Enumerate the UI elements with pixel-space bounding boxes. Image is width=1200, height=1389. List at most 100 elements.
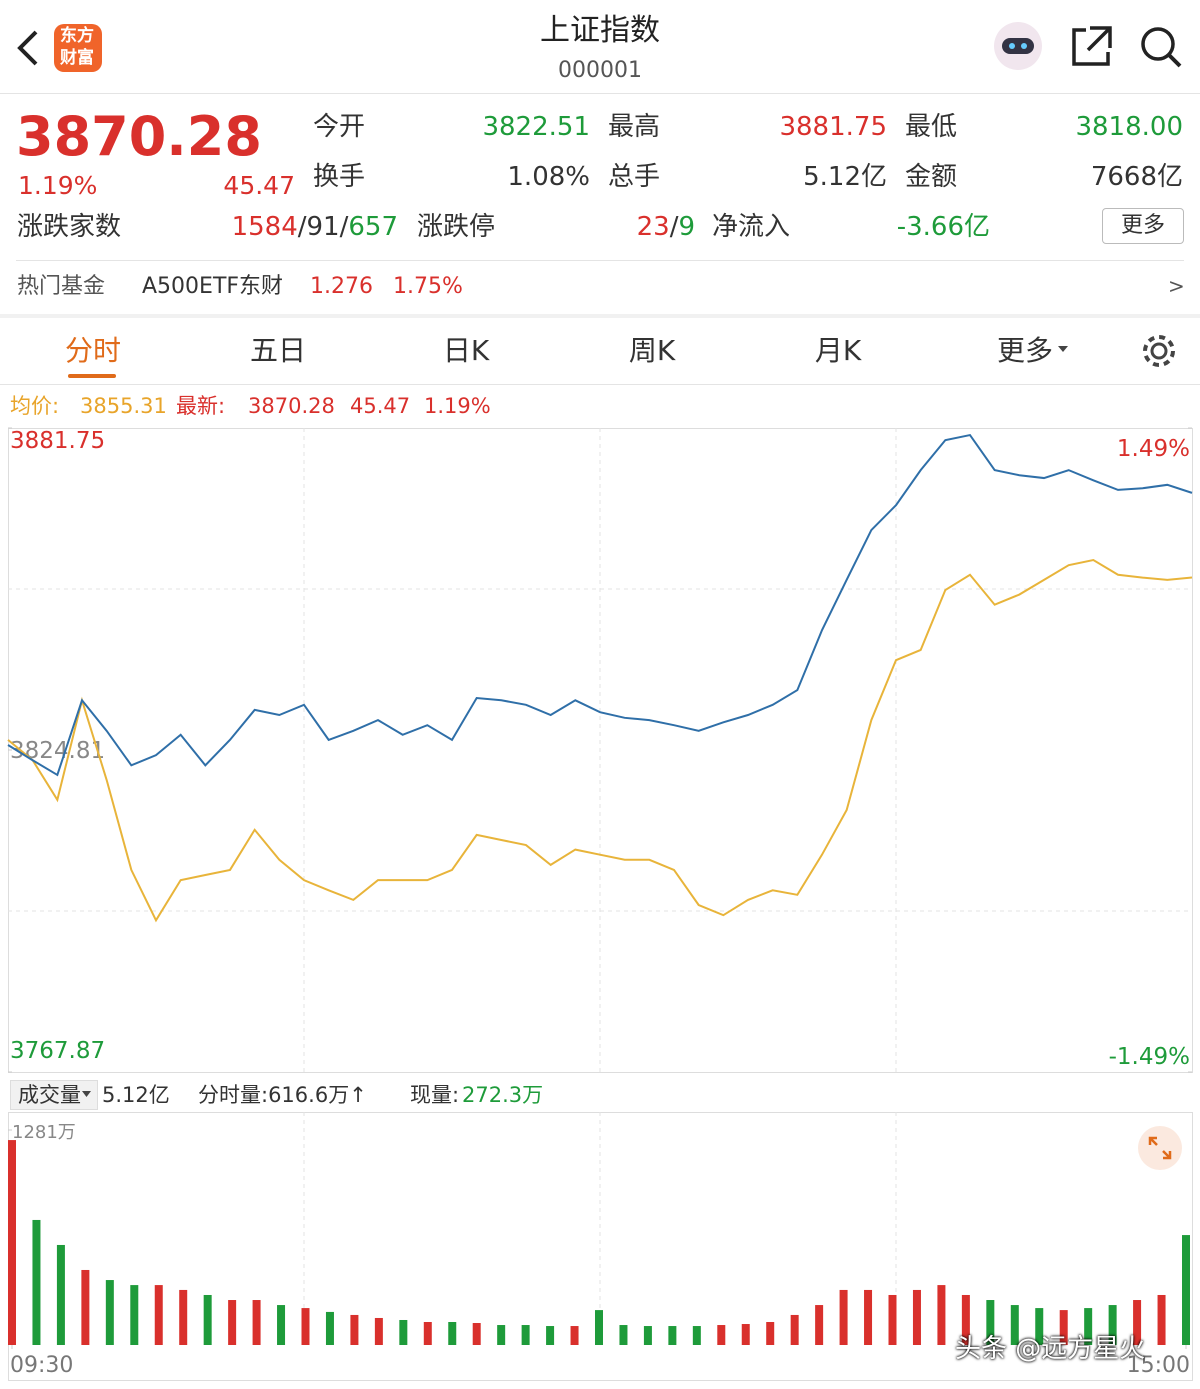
- y-tick-label: 1281万: [12, 1122, 76, 1143]
- divider: [0, 384, 1200, 385]
- divider: [16, 260, 1184, 261]
- last-change: 45.47: [350, 394, 411, 418]
- fund-arrow[interactable]: >: [1168, 274, 1185, 298]
- volume-bar: [472, 1323, 481, 1345]
- stat-value: 3822.51: [482, 112, 590, 142]
- y2-tick-label: -1.49%: [1109, 1044, 1190, 1070]
- logo-text: 东方: [60, 26, 94, 46]
- limit-up: 23: [636, 212, 670, 242]
- stat-label: 金额: [905, 162, 958, 192]
- tab[interactable]: 分时: [64, 334, 121, 367]
- minute-volume: 分时量:616.6万↑: [198, 1085, 367, 1106]
- title: 上证指数: [540, 13, 660, 48]
- sep: /: [339, 212, 349, 242]
- volume-bar: [839, 1289, 848, 1345]
- volume-bar: [301, 1308, 310, 1345]
- current-volume: 272.3万: [462, 1083, 544, 1107]
- stat-label: 最低: [905, 112, 958, 142]
- volume-select[interactable]: [10, 1080, 98, 1110]
- back-button[interactable]: [12, 28, 44, 68]
- volume-bar: [423, 1322, 432, 1345]
- volume-bar: [81, 1269, 90, 1345]
- x-tick-label: 09:30: [10, 1353, 73, 1378]
- settings[interactable]: [1140, 332, 1178, 370]
- volume-bar: [1035, 1308, 1044, 1345]
- last-label: 最新:: [176, 394, 226, 418]
- last-value: 3870.28: [248, 394, 335, 418]
- minute-volume-text: 分时量:616.6万: [198, 1083, 350, 1107]
- limit-down: 9: [678, 212, 695, 242]
- tab[interactable]: 日K: [442, 334, 490, 367]
- volume-bar: [56, 1244, 65, 1345]
- fund-name[interactable]: A500ETF东财: [142, 274, 284, 299]
- volume-bar: [1133, 1300, 1142, 1345]
- volume-bar: [325, 1311, 334, 1345]
- stat-value: 3818.00: [1075, 112, 1183, 142]
- fund-price: 1.276: [310, 274, 373, 299]
- volume-bar: [1010, 1305, 1019, 1345]
- volume-bar: [766, 1322, 775, 1345]
- tab[interactable]: 月K: [814, 334, 862, 367]
- y-tick-label: 3881.75: [10, 428, 105, 454]
- volume-total: 5.12亿: [102, 1083, 170, 1107]
- x-tick-label: 15:00: [1127, 1353, 1190, 1378]
- logo-text: 财富: [60, 48, 94, 68]
- logo: [54, 24, 102, 72]
- volume-bar: [619, 1325, 628, 1345]
- watermark: 头条 @远方星火: [955, 1334, 1146, 1364]
- y-tick-label: 3824.81: [10, 738, 105, 764]
- change-pct: 1.19%: [18, 171, 98, 200]
- sep: /: [669, 212, 679, 242]
- sep: /: [297, 212, 307, 242]
- volume-bar: [105, 1280, 114, 1345]
- current-label: 现量:: [410, 1083, 460, 1107]
- tab[interactable]: 周K: [628, 334, 676, 367]
- volume-bar: [179, 1289, 188, 1345]
- volume-grid: [303, 1112, 897, 1345]
- price-line: [7, 558, 1193, 923]
- tab[interactable]: 五日: [249, 334, 306, 367]
- inflow: -3.66亿: [896, 212, 990, 242]
- more-button[interactable]: 更多: [1102, 208, 1184, 244]
- top-icons[interactable]: [990, 18, 1190, 74]
- code: 000001: [558, 58, 642, 83]
- volume-bar: [595, 1310, 603, 1345]
- price-grid: [8, 428, 1192, 1072]
- stat-value: 3881.75: [779, 112, 887, 142]
- volume-bar: [986, 1300, 995, 1345]
- stat-value: 1.08%: [507, 162, 590, 192]
- flat-count: 91: [306, 212, 340, 242]
- stat-label: 最高: [608, 112, 661, 142]
- last-price: 3870.28: [16, 105, 262, 168]
- volume-bar: [8, 1140, 16, 1345]
- volume-bar: [228, 1300, 237, 1345]
- volume-bar: [497, 1325, 506, 1345]
- volume-bar: [1084, 1308, 1093, 1345]
- volume-bar: [154, 1285, 163, 1345]
- volume-bar: [692, 1326, 701, 1345]
- volume-bar: [790, 1314, 799, 1345]
- stat-value: 5.12亿: [803, 162, 887, 192]
- volume-bar: [961, 1294, 970, 1345]
- expand-button[interactable]: [1138, 1126, 1182, 1170]
- stat-label: 总手: [608, 162, 661, 192]
- avg-value: 3855.31: [80, 394, 167, 418]
- volume-bar: [668, 1326, 677, 1345]
- volume-bar: [912, 1289, 921, 1345]
- volume-bar: [203, 1294, 212, 1345]
- volume-bar: [815, 1305, 824, 1345]
- volume-bar: [252, 1300, 261, 1345]
- change: 45.47: [223, 171, 295, 200]
- stat-label: 净流入: [712, 212, 791, 242]
- last-pct: 1.19%: [424, 394, 491, 418]
- volume-bar: [374, 1317, 383, 1345]
- volume-bar: [741, 1324, 750, 1345]
- stat-label: 涨跌家数: [17, 212, 122, 242]
- breadth: 1584/91/657: [200, 214, 398, 240]
- stat-label: 今开: [313, 112, 366, 142]
- volume-bar: [643, 1326, 652, 1345]
- fund-label: 热门基金: [17, 274, 106, 299]
- tab[interactable]: 更多: [996, 334, 1053, 367]
- volume-label: 成交量: [18, 1083, 81, 1107]
